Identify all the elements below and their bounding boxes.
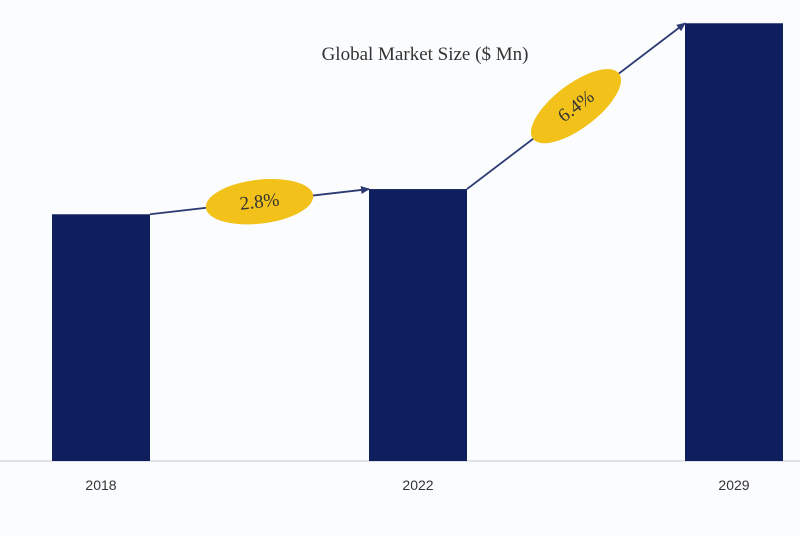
bar-2018: [52, 214, 150, 461]
growth-badge-2: 6.4%: [531, 69, 621, 144]
growth-badge-shape: [205, 178, 314, 225]
chart-title: Global Market Size ($ Mn): [322, 44, 529, 65]
growth-rate-label: 2.8%: [239, 189, 281, 214]
bar-2029: [685, 23, 783, 461]
growth-arrows-group: 2.8% 6.4%: [149, 22, 686, 225]
x-tick-labels-group: 2018 2022 2029: [85, 477, 749, 493]
x-tick-label-2029: 2029: [718, 477, 749, 493]
x-tick-label-2022: 2022: [402, 477, 433, 493]
growth-badge-1: 2.8%: [205, 178, 314, 225]
growth-badge-shape: [531, 69, 621, 144]
x-tick-label-2018: 2018: [85, 477, 116, 493]
bar-2022: [369, 189, 467, 461]
bars-group: [52, 23, 783, 461]
